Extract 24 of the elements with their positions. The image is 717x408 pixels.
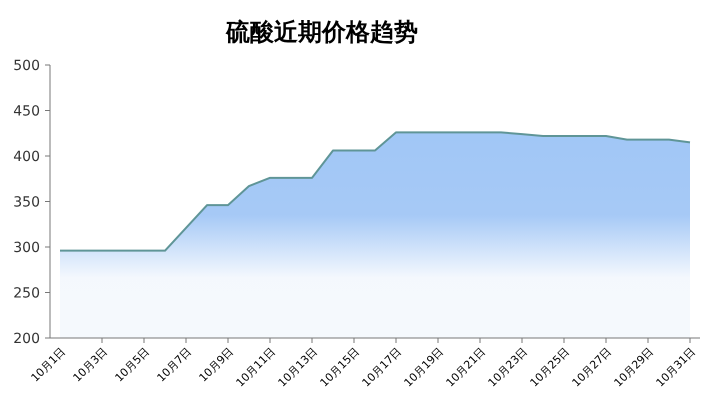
y-tick-label: 350 — [13, 194, 40, 210]
x-tick-label: 10月3日 — [70, 344, 110, 385]
x-tick-label: 10月1日 — [28, 344, 68, 385]
y-tick-label: 500 — [13, 58, 40, 74]
y-tick-label: 450 — [13, 104, 40, 120]
x-tick-label: 10月23日 — [486, 344, 530, 390]
x-tick-label: 10月15日 — [318, 344, 362, 390]
x-tick-label: 10月19日 — [402, 344, 446, 390]
x-tick-label: 10月21日 — [444, 344, 488, 390]
x-tick-label: 10月5日 — [112, 344, 152, 385]
x-tick-label: 10月31日 — [654, 344, 698, 390]
chart-title: 硫酸近期价格趋势 — [225, 18, 418, 46]
y-tick-label: 400 — [13, 149, 40, 165]
x-tick-label: 10月29日 — [612, 344, 656, 390]
x-tick-label: 10月17日 — [360, 344, 404, 390]
y-tick-label: 200 — [13, 331, 40, 347]
x-tick-label: 10月11日 — [234, 344, 278, 390]
x-tick-label: 10月27日 — [570, 344, 614, 390]
x-tick-label: 10月9日 — [196, 344, 236, 385]
x-tick-label: 10月7日 — [154, 344, 194, 385]
y-tick-label: 250 — [13, 286, 40, 302]
x-tick-label: 10月25日 — [528, 344, 572, 390]
y-tick-label: 300 — [13, 240, 40, 256]
x-tick-label: 10月13日 — [276, 344, 320, 390]
